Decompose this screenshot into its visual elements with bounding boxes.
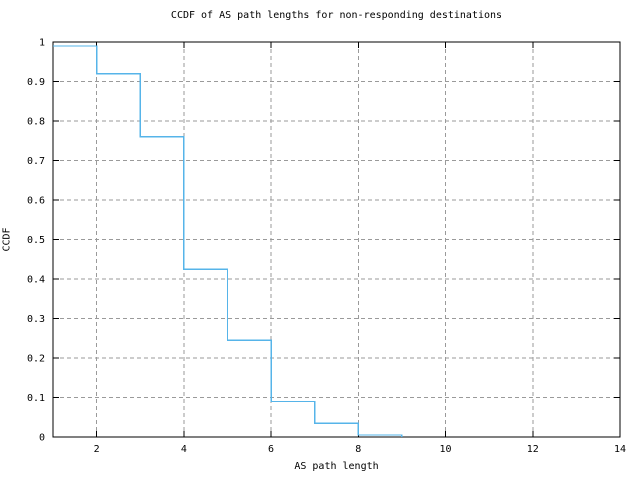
plot-border — [52, 41, 621, 438]
y-tick-label: 0.5 — [27, 235, 45, 246]
y-tick-label: 0.3 — [27, 314, 45, 325]
y-tick-label: 0 — [39, 433, 45, 444]
y-tick-label: 0.2 — [27, 354, 45, 365]
chart-title: CCDF of AS path lengths for non-respondi… — [170, 10, 503, 21]
x-tick-label: 6 — [268, 444, 274, 455]
x-tick-label: 8 — [355, 444, 361, 455]
x-tick-label: 10 — [440, 444, 452, 455]
y-tick-label: 0.6 — [27, 196, 45, 207]
x-tick-label: 12 — [527, 444, 539, 455]
y-tick-label: 0.9 — [27, 77, 45, 88]
y-tick-label: 0.7 — [27, 156, 45, 167]
x-axis-label: AS path length — [294, 461, 379, 472]
x-tick-label: 14 — [614, 444, 626, 455]
y-tick-label: 0.1 — [27, 393, 45, 404]
y-tick-label: 0.8 — [27, 117, 45, 128]
x-tick-label: 2 — [94, 444, 100, 455]
y-tick-label: 0.4 — [27, 275, 45, 286]
y-tick-label: 1 — [39, 38, 45, 49]
ccdf-curve — [53, 45, 403, 437]
x-tick-label: 4 — [181, 444, 187, 455]
